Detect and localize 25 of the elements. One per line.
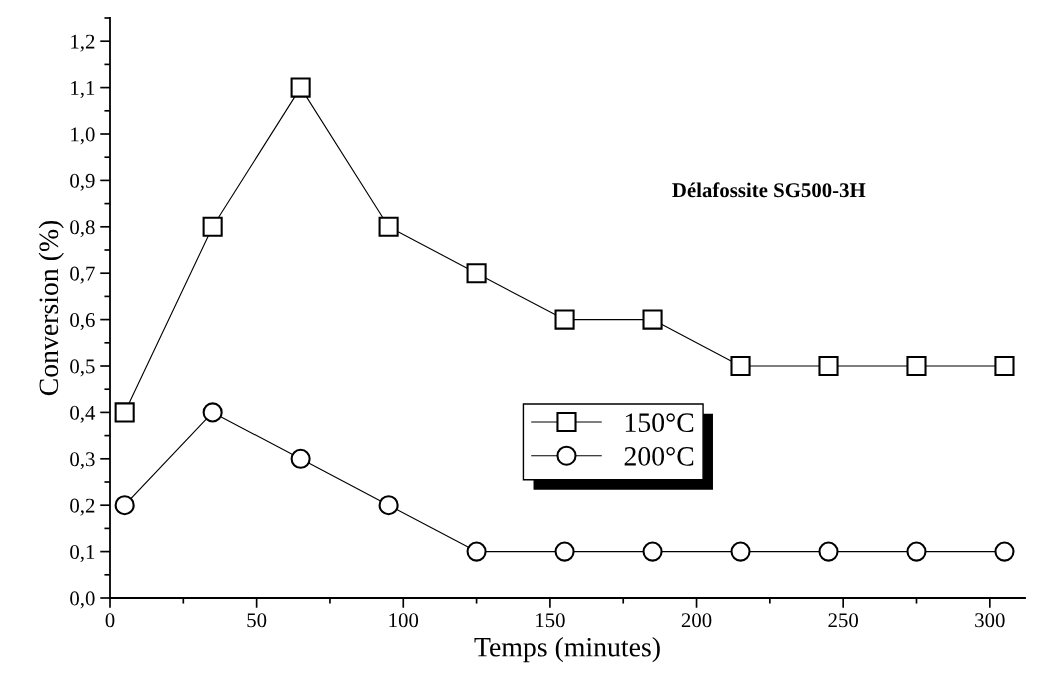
y-tick-label: 0,8 [70,220,95,238]
y-tick-label: 0,2 [70,498,95,516]
x-tick-label: 300 [975,613,1005,628]
x-tick-label: 150 [536,613,565,628]
y-tick-label: 1,1 [71,81,95,99]
legend-label: 150°C [625,413,694,433]
x-tick-label: 0 [105,613,115,628]
y-tick-label: 0,1 [70,544,95,563]
y-tick-label: 1,0 [71,127,95,145]
x-tick-label: 200 [681,613,712,628]
annotation: Délafossite SG500-3H [672,182,866,198]
y-tick-label: 1,2 [71,34,95,52]
y-tick-label: 0,0 [70,591,95,609]
y-tick-label: 0,9 [70,173,95,191]
y-tick-label: 0,4 [70,405,96,423]
y-tick-label: 0,6 [70,312,95,331]
y-axis-title: Conversion (%) [38,220,64,396]
legend-label: 200°C [624,446,694,466]
x-tick-label: 100 [389,613,419,628]
y-tick-label: 0,5 [70,359,95,377]
y-tick-label: 0,7 [70,266,95,284]
y-tick-label: 0,3 [70,452,95,470]
x-axis-title: Temps (minutes) [474,637,660,663]
x-tick-label: 250 [828,613,858,628]
x-tick-label: 50 [247,613,267,628]
